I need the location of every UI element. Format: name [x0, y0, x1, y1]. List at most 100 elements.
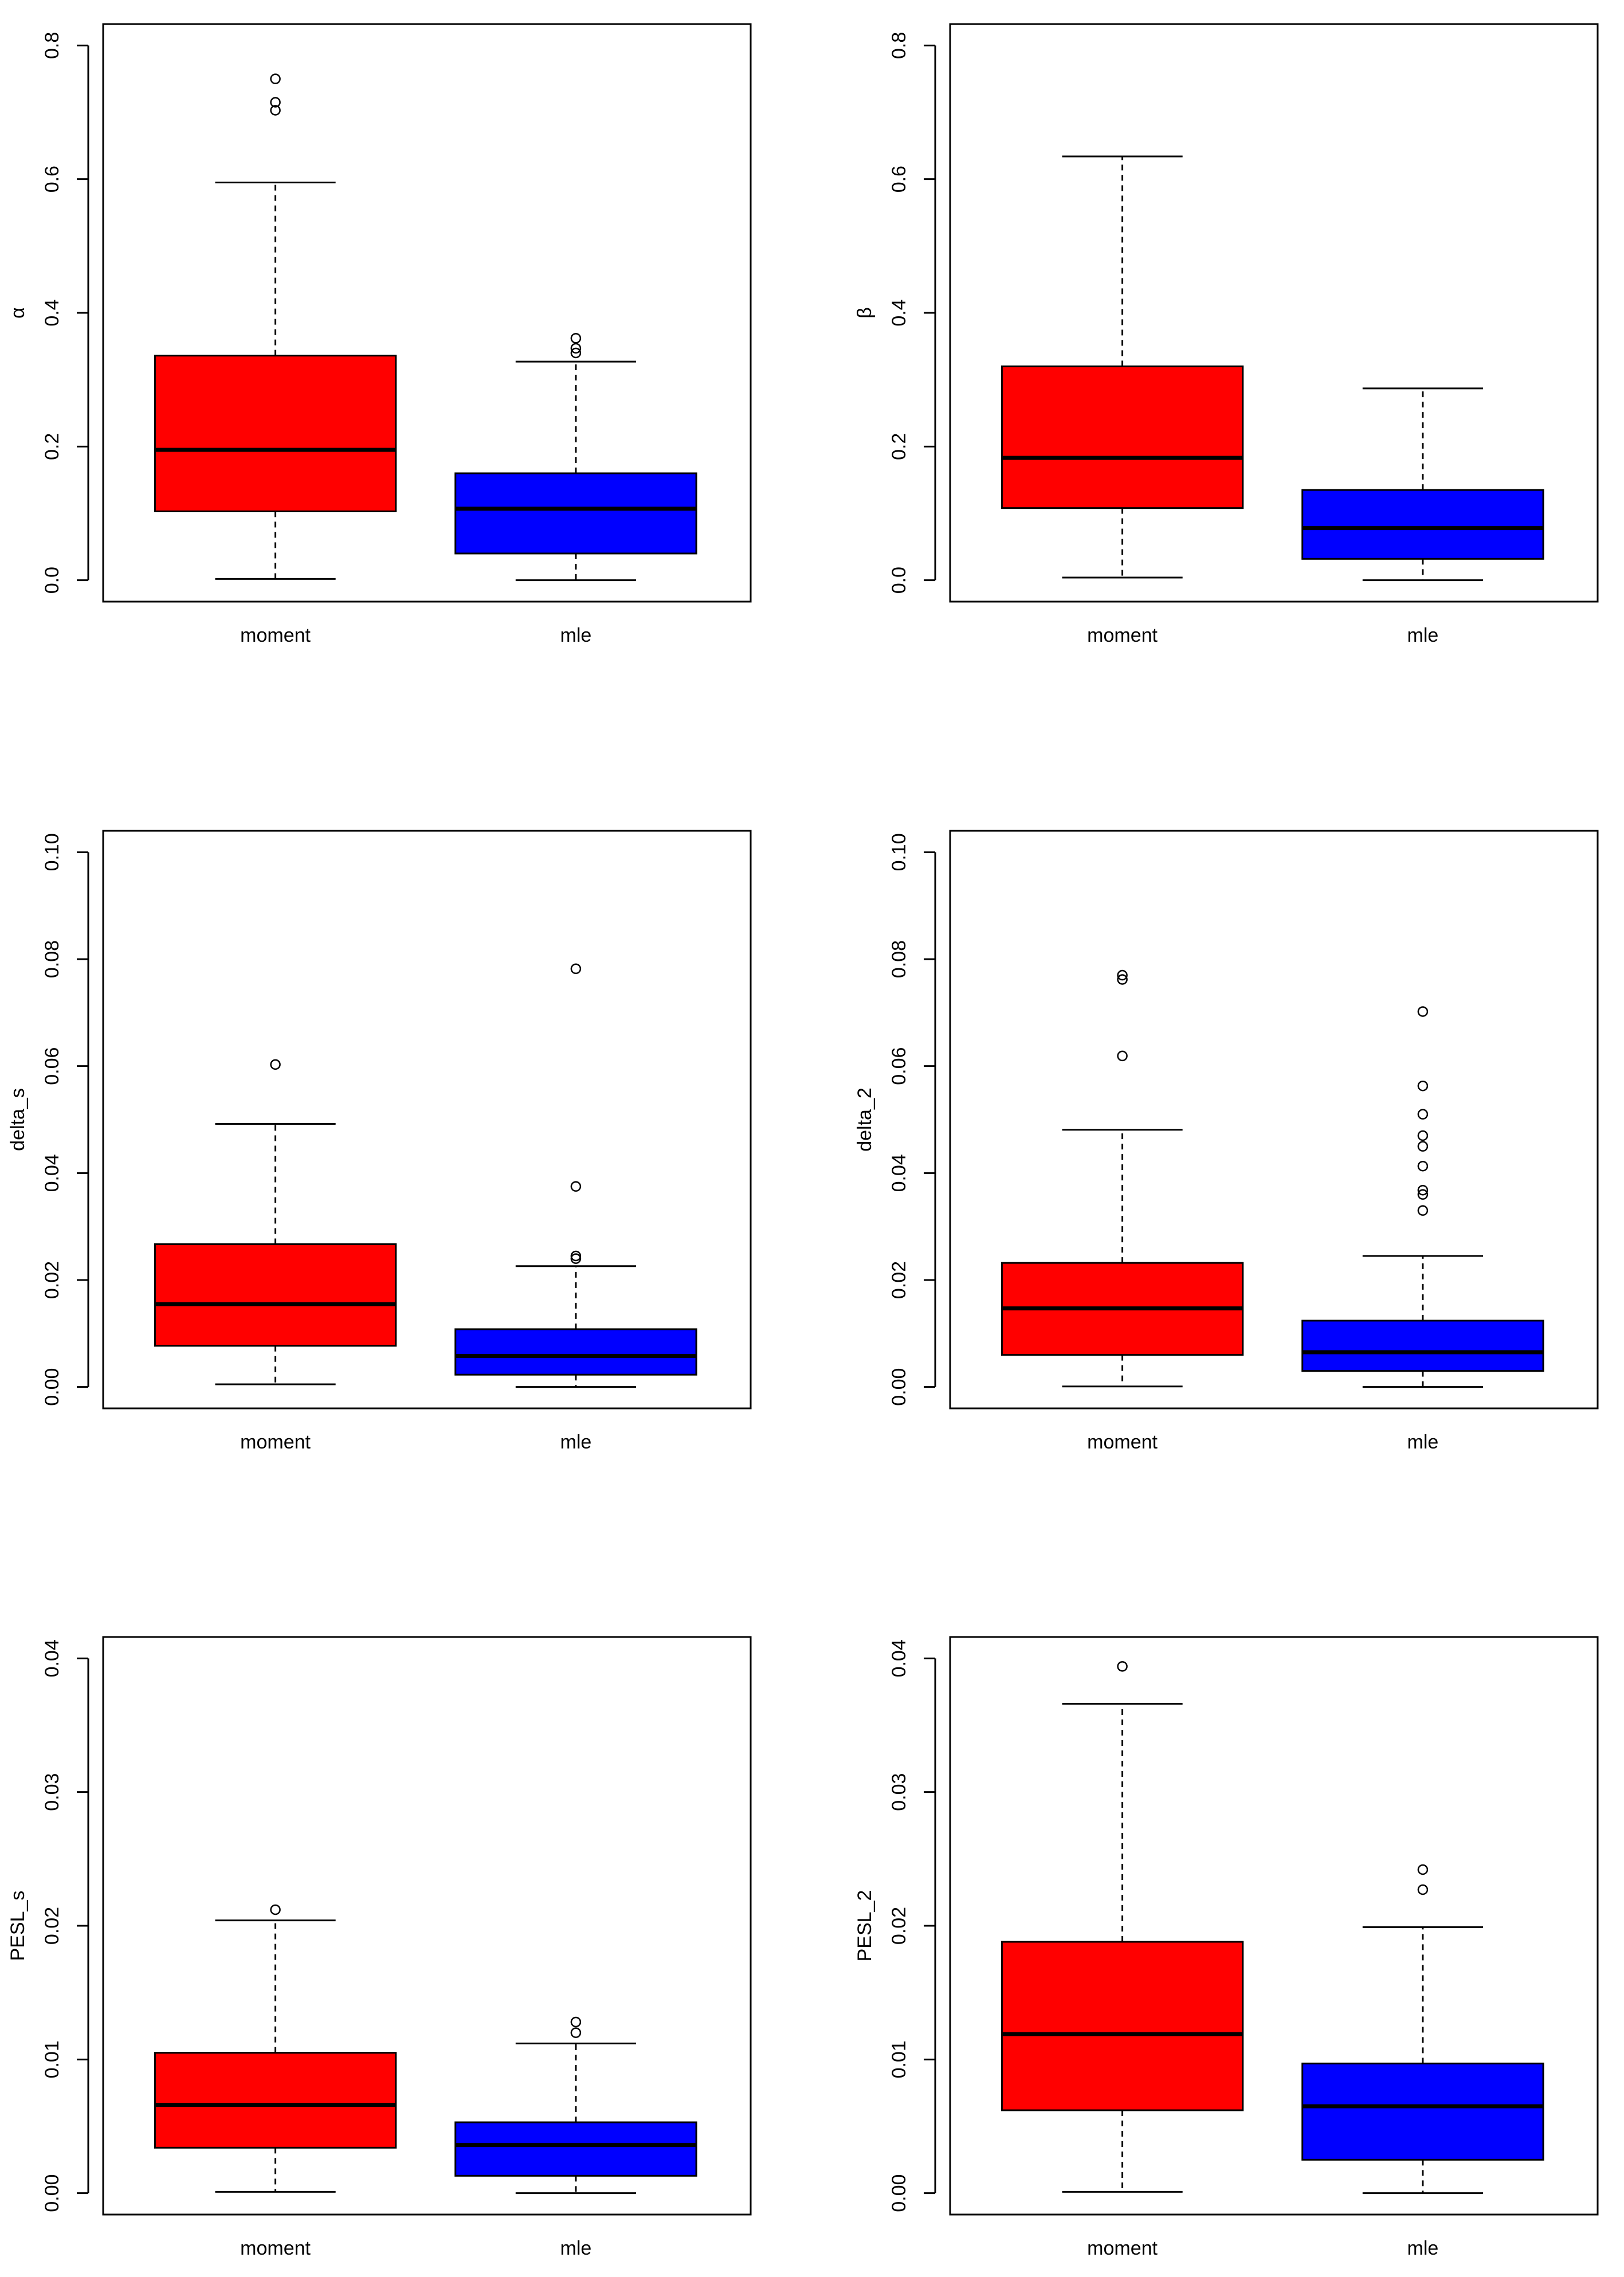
outlier-point	[1417, 1109, 1429, 1120]
y-axis-label: delta_2	[854, 1088, 876, 1152]
outlier-point	[570, 963, 582, 975]
x-tick-label: mle	[1407, 2237, 1439, 2259]
plot-frame	[949, 1636, 1599, 2216]
outlier-point	[1417, 1160, 1429, 1172]
outlier-point	[270, 1904, 281, 1915]
x-tick-label: moment	[1087, 625, 1158, 646]
box-moment	[1001, 969, 1244, 1388]
outlier-point	[270, 73, 281, 84]
outlier-point	[1417, 1130, 1429, 1141]
outlier-point	[270, 105, 281, 116]
outlier-point	[570, 2016, 582, 2028]
y-tick-label: 0.01	[888, 2040, 910, 2078]
y-tick-label: 0.2	[41, 433, 63, 460]
box-moment	[154, 1059, 397, 1385]
y-tick-label: 0.04	[888, 1154, 910, 1192]
iqr-box	[154, 355, 397, 513]
x-tick-label: mle	[560, 625, 592, 646]
iqr-box	[454, 472, 697, 555]
box-moment	[1001, 1661, 1244, 2193]
box-mle	[454, 2016, 697, 2194]
y-tick-label: 0.6	[41, 166, 63, 193]
box-mle	[1301, 387, 1544, 582]
y-tick-label: 0.8	[888, 32, 910, 59]
y-tick-label: 0.03	[41, 1773, 63, 1811]
y-tick-label: 0.02	[888, 1907, 910, 1945]
y-tick-label: 0.0	[888, 567, 910, 594]
outlier-point	[1417, 1864, 1429, 1875]
outlier-point	[1117, 1050, 1128, 1062]
x-tick-label: mle	[560, 1431, 592, 1453]
x-tick-label: moment	[1087, 1431, 1158, 1453]
outlier-point	[1417, 1184, 1429, 1196]
outlier-point	[1417, 1141, 1429, 1152]
outlier-point	[570, 343, 582, 354]
iqr-box	[1001, 365, 1244, 509]
y-tick-label: 0.00	[41, 1368, 63, 1406]
y-axis-label: PESL_s	[7, 1891, 29, 1961]
y-tick-label: 0.06	[888, 1047, 910, 1085]
outlier-point	[1117, 969, 1128, 981]
y-tick-label: 0.2	[888, 433, 910, 460]
x-tick-label: moment	[240, 2237, 311, 2259]
outlier-point	[570, 2027, 582, 2038]
y-axis-label: α	[7, 307, 29, 319]
outlier-point	[570, 333, 582, 344]
y-tick-label: 0.01	[41, 2040, 63, 2078]
y-tick-label: 0.10	[41, 833, 63, 871]
y-axis-label: delta_s	[7, 1088, 29, 1151]
x-tick-label: mle	[560, 2237, 592, 2259]
box-mle	[1301, 1006, 1544, 1388]
panel-2: 0.0 0.2 0.4 0.6 0.8 β moment mle	[854, 23, 1599, 646]
outlier-point	[1417, 1189, 1429, 1200]
y-tick-label: 0.02	[888, 1261, 910, 1299]
box-mle	[454, 333, 697, 582]
outlier-point	[570, 1181, 582, 1192]
y-tick-label: 0.4	[888, 299, 910, 326]
outlier-point	[1417, 1884, 1429, 1895]
y-tick-label: 0.04	[41, 1639, 63, 1677]
plot-frame	[102, 830, 752, 1410]
y-tick-label: 0.04	[888, 1639, 910, 1677]
plot-frame	[949, 830, 1599, 1410]
y-tick-label: 0.08	[41, 940, 63, 978]
x-tick-label: moment	[240, 1431, 311, 1453]
box-mle	[1301, 1864, 1544, 2194]
y-tick-label: 0.08	[888, 940, 910, 978]
iqr-box	[154, 2052, 397, 2149]
iqr-box	[1301, 489, 1544, 560]
outlier-point	[1417, 1205, 1429, 1216]
plot-frame	[102, 23, 752, 603]
panel-1: 0.0 0.2 0.4 0.6 0.8 α moment mle	[7, 23, 752, 646]
outlier-point	[270, 1059, 281, 1070]
y-tick-label: 0.00	[888, 1368, 910, 1406]
iqr-box	[454, 2121, 697, 2177]
x-tick-label: mle	[1407, 625, 1439, 646]
outlier-point	[270, 97, 281, 108]
y-tick-label: 0.8	[41, 32, 63, 59]
y-tick-label: 0.02	[41, 1907, 63, 1945]
iqr-box	[1001, 1941, 1244, 2111]
outlier-point	[570, 1250, 582, 1262]
plot-frame	[949, 23, 1599, 603]
box-moment	[154, 73, 397, 580]
iqr-box	[1301, 1320, 1544, 1372]
x-tick-label: moment	[1087, 2237, 1158, 2259]
outlier-point	[1117, 1661, 1128, 1672]
x-tick-label: mle	[1407, 1431, 1439, 1453]
box-mle	[454, 963, 697, 1388]
y-tick-label: 0.02	[41, 1261, 63, 1299]
iqr-box	[454, 1328, 697, 1376]
box-moment	[154, 1904, 397, 2193]
y-tick-label: 0.0	[41, 567, 63, 594]
y-tick-label: 0.04	[41, 1154, 63, 1192]
outlier-point	[570, 1253, 582, 1264]
plot-frame	[102, 1636, 752, 2216]
iqr-box	[154, 1243, 397, 1347]
y-tick-label: 0.4	[41, 299, 63, 326]
